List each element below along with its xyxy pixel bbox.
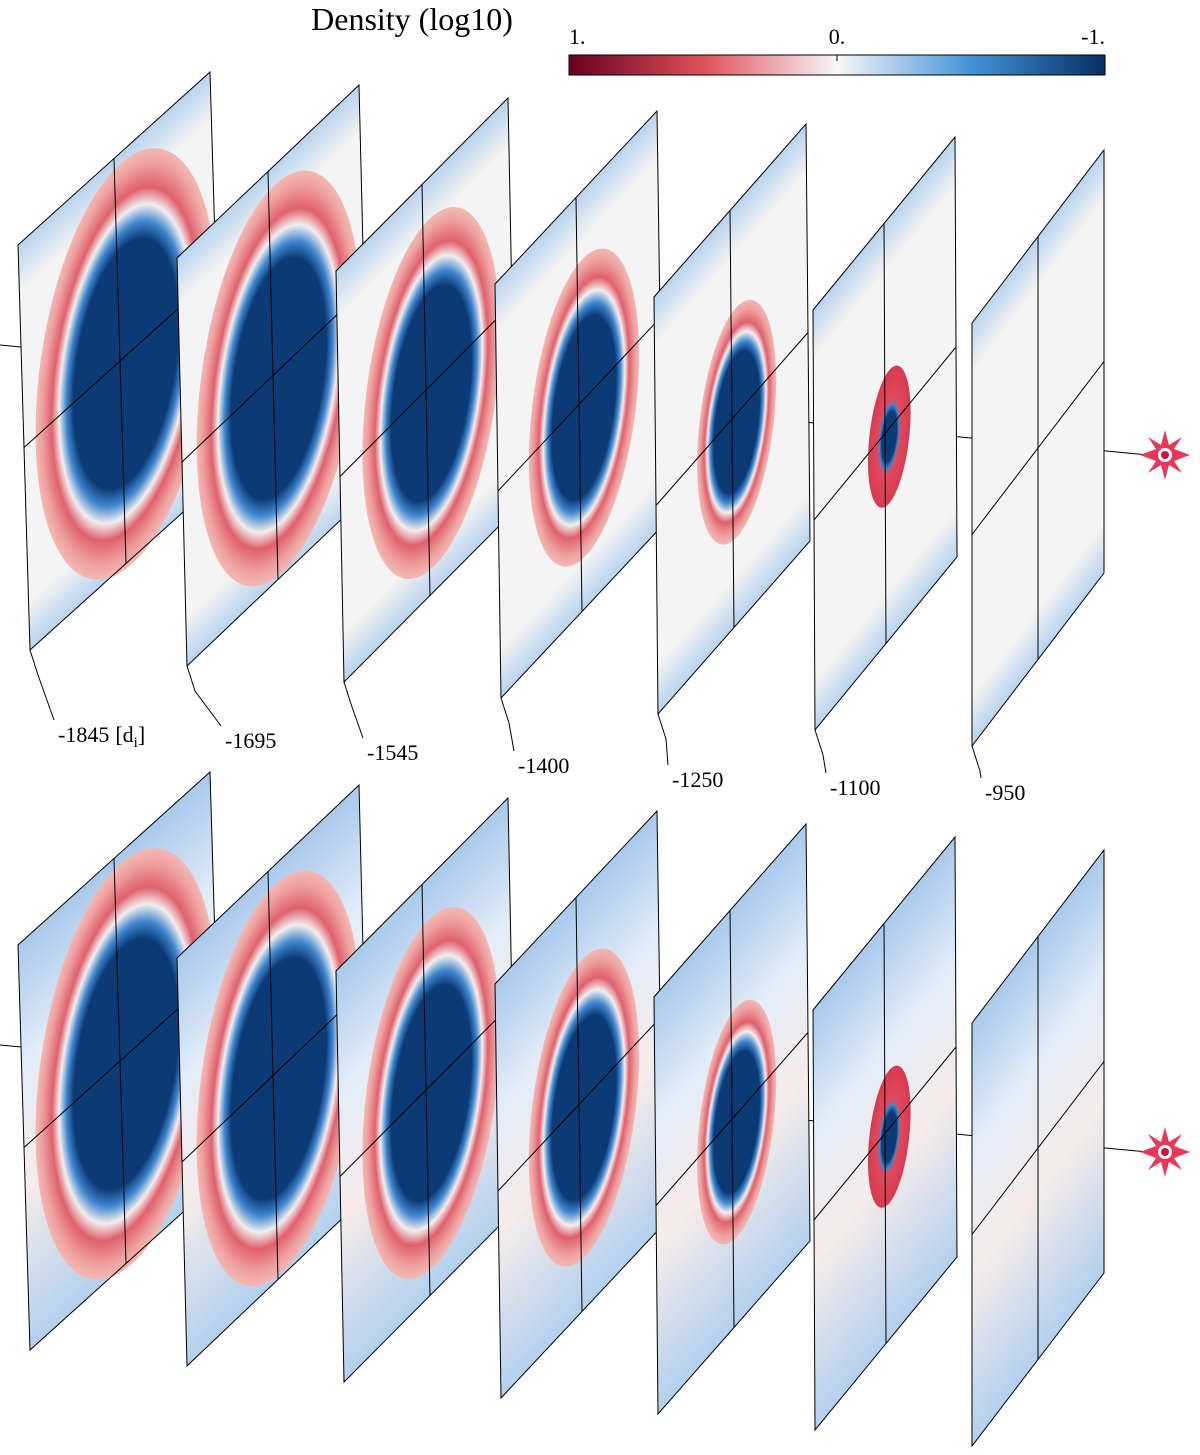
slice-crosshair bbox=[972, 362, 1104, 535]
density-cavity bbox=[697, 299, 777, 545]
slice bbox=[972, 150, 1104, 746]
density-cavity bbox=[362, 207, 501, 580]
source-marker bbox=[1140, 430, 1190, 480]
colorbar-tick-label: -1. bbox=[1081, 24, 1105, 49]
slice-position: -1695 bbox=[225, 728, 276, 753]
slice bbox=[495, 111, 663, 698]
colorbar-tick-label: 1. bbox=[569, 24, 586, 49]
slice-crosshair bbox=[340, 304, 512, 477]
density-cavity bbox=[35, 848, 217, 1280]
density-cavity bbox=[867, 1065, 911, 1208]
slice-label: -1695 bbox=[225, 728, 276, 753]
unit: [d bbox=[115, 722, 133, 747]
unit: ] bbox=[138, 722, 145, 747]
slice-crosshair bbox=[814, 347, 956, 520]
slice bbox=[336, 798, 516, 1382]
label-leader bbox=[814, 729, 827, 774]
slice bbox=[813, 137, 957, 730]
colorbar-tick-label: 0. bbox=[829, 24, 846, 49]
density-cavity bbox=[196, 170, 361, 587]
slice bbox=[495, 811, 663, 1398]
label-leader bbox=[186, 665, 222, 727]
slice bbox=[336, 98, 516, 682]
density-cavity bbox=[697, 999, 777, 1245]
slice-label: -1545 bbox=[367, 740, 418, 765]
slice-label: -1845 [di] bbox=[58, 722, 145, 751]
slice-crosshair bbox=[814, 1047, 956, 1220]
slice-position: -1545 bbox=[367, 740, 418, 765]
density-cavity bbox=[196, 870, 361, 1287]
slice bbox=[813, 837, 957, 1430]
slice-crosshair bbox=[498, 1018, 660, 1191]
slice-crosshair bbox=[182, 289, 364, 462]
slice-label: -1250 bbox=[672, 767, 723, 792]
label-leader bbox=[343, 681, 364, 739]
label-leader bbox=[29, 649, 55, 721]
density-cavity bbox=[528, 948, 640, 1267]
density-cavity bbox=[35, 148, 217, 580]
slice bbox=[654, 824, 810, 1414]
density-cavity bbox=[867, 365, 911, 508]
slice bbox=[177, 85, 369, 666]
slice bbox=[972, 850, 1104, 1446]
slice-crosshair bbox=[498, 318, 660, 491]
slice-crosshair bbox=[182, 989, 364, 1162]
slice bbox=[177, 785, 369, 1366]
slice-position: -1400 bbox=[518, 753, 569, 778]
density-cavity bbox=[528, 248, 640, 567]
slice-position: -950 bbox=[985, 780, 1025, 805]
slice-position: -1845 bbox=[58, 722, 109, 747]
colorbar-title: Density (log10) bbox=[311, 1, 513, 37]
label-leader bbox=[500, 697, 515, 752]
unit-subscript: i bbox=[134, 735, 138, 751]
slice-label: -950 bbox=[985, 780, 1025, 805]
slice-crosshair bbox=[656, 1033, 808, 1206]
slice-crosshair bbox=[340, 1004, 512, 1177]
label-leader bbox=[657, 713, 669, 766]
slice-label: -1400 bbox=[518, 753, 569, 778]
density-cavity bbox=[362, 907, 501, 1280]
slice-crosshair bbox=[972, 1062, 1104, 1235]
slice-position: -1250 bbox=[672, 767, 723, 792]
slice bbox=[654, 124, 810, 714]
slice-crosshair bbox=[656, 333, 808, 506]
label-leader bbox=[971, 745, 982, 779]
slice-position: -1100 bbox=[830, 775, 881, 800]
slice-label: -1100 bbox=[830, 775, 881, 800]
source-marker bbox=[1140, 1127, 1190, 1177]
